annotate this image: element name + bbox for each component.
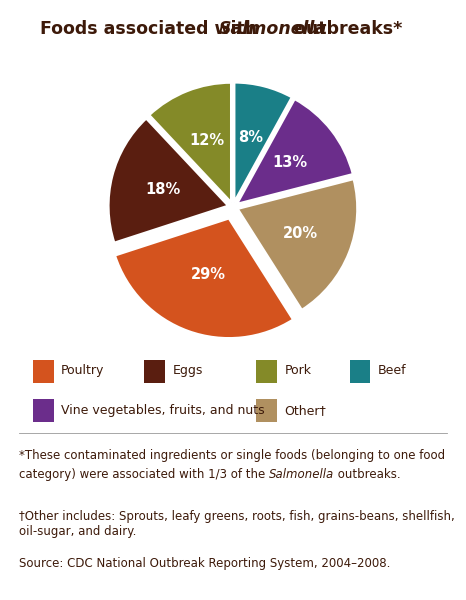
Wedge shape — [238, 179, 357, 310]
Wedge shape — [109, 118, 228, 243]
FancyBboxPatch shape — [350, 360, 370, 383]
Text: 20%: 20% — [282, 226, 317, 241]
Text: Eggs: Eggs — [172, 364, 203, 377]
FancyBboxPatch shape — [144, 360, 165, 383]
Text: 18%: 18% — [146, 182, 181, 197]
Wedge shape — [237, 99, 353, 204]
Text: Poultry: Poultry — [61, 364, 104, 377]
Text: Pork: Pork — [284, 364, 311, 377]
FancyBboxPatch shape — [256, 360, 277, 383]
Text: 29%: 29% — [191, 267, 226, 282]
Text: *These contaminated ingredients or single foods (belonging to one food: *These contaminated ingredients or singl… — [19, 449, 445, 461]
FancyBboxPatch shape — [33, 399, 54, 421]
Text: Salmonella: Salmonella — [268, 469, 334, 481]
Wedge shape — [149, 83, 231, 203]
Wedge shape — [115, 218, 293, 338]
Wedge shape — [234, 82, 292, 202]
Text: Other†: Other† — [284, 404, 326, 417]
Text: outbreaks*: outbreaks* — [288, 20, 402, 38]
Text: Foods associated with: Foods associated with — [40, 20, 263, 38]
Text: 13%: 13% — [272, 155, 308, 170]
FancyBboxPatch shape — [33, 360, 54, 383]
Text: Source: CDC National Outbreak Reporting System, 2004–2008.: Source: CDC National Outbreak Reporting … — [19, 557, 390, 570]
Text: 12%: 12% — [189, 133, 224, 148]
Text: Salmonella: Salmonella — [219, 20, 327, 38]
Text: outbreaks.: outbreaks. — [334, 469, 400, 481]
Text: 8%: 8% — [239, 130, 263, 145]
Text: Vine vegetables, fruits, and nuts: Vine vegetables, fruits, and nuts — [61, 404, 264, 417]
FancyBboxPatch shape — [256, 399, 277, 421]
Text: Beef: Beef — [377, 364, 406, 377]
Text: †Other includes: Sprouts, leafy greens, roots, fish, grains-beans, shellfish,
oi: †Other includes: Sprouts, leafy greens, … — [19, 509, 454, 538]
Text: category) were associated with 1/3 of the: category) were associated with 1/3 of th… — [19, 469, 268, 481]
